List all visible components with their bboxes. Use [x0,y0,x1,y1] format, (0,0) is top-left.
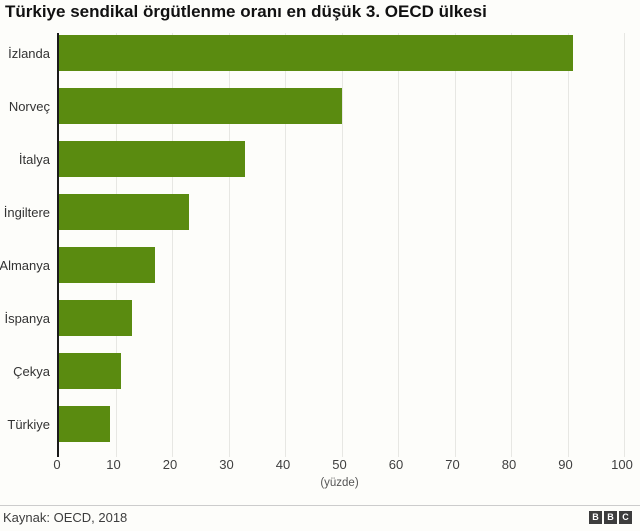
bar [59,247,156,283]
bar-row: İspanya [4,298,624,351]
x-tick-label: 100 [611,457,633,472]
x-tick-label: 50 [332,457,347,472]
bar-row: Çekya [13,351,624,404]
category-label: İspanya [4,310,50,326]
gridline [172,33,173,457]
x-tick-label: 80 [501,457,517,472]
category-label: Çekya [13,363,50,379]
category-label: Almanya [0,257,50,273]
x-tick-label: 20 [162,457,178,472]
bar [59,141,246,177]
gridline [454,33,456,457]
gridline [567,33,569,457]
gridline [228,33,230,457]
category-label: Norveç [8,98,50,114]
x-tick-label: 10 [106,457,121,472]
bar-row: Türkiye [7,404,624,457]
gridline [624,33,625,457]
bbc-logo-block: C [619,511,632,524]
bbc-logo-block: B [589,511,602,524]
category-label: Türkiye [7,416,50,432]
category-label: İngiltere [3,204,50,220]
x-tick-label: 0 [53,457,61,472]
gridline [341,33,343,457]
bar [59,406,110,442]
bar [59,194,189,230]
category-label: İzlanda [8,45,50,61]
x-tick-label: 60 [388,457,404,472]
plot-area: İzlanda Norveç İtalya İngiltere Almanya İspan… [0,33,625,457]
bar-row: İzlanda [8,33,624,86]
x-tick-label: 90 [558,457,573,472]
gridline [115,33,117,457]
footer-divider [0,505,640,506]
x-tick-label: 30 [219,457,234,472]
bbc-logo-block: B [604,511,617,524]
x-axis-label: (yüzde) [320,477,359,489]
source-text: Kaynak: OECD, 2018 [3,510,128,525]
x-tick-label: 40 [275,457,291,472]
gridline [511,33,512,457]
bar [59,35,574,71]
gridline [285,33,286,457]
bar-row: Almanya [0,245,624,298]
bar [59,353,122,389]
bar-row: İngiltere [4,192,624,245]
gridline [398,33,399,457]
category-label: İtalya [18,151,50,167]
bar-row: İtalya [19,139,624,192]
bar [59,88,342,124]
bar-row: Norveç [9,86,624,139]
x-tick-label: 70 [445,457,460,472]
x-axis: 0 10 20 30 40 50 60 70 80 90 100 [53,457,632,473]
bar [59,300,133,336]
chart-title: Türkiye sendikal örgütlenme oranı en düş… [5,2,487,21]
